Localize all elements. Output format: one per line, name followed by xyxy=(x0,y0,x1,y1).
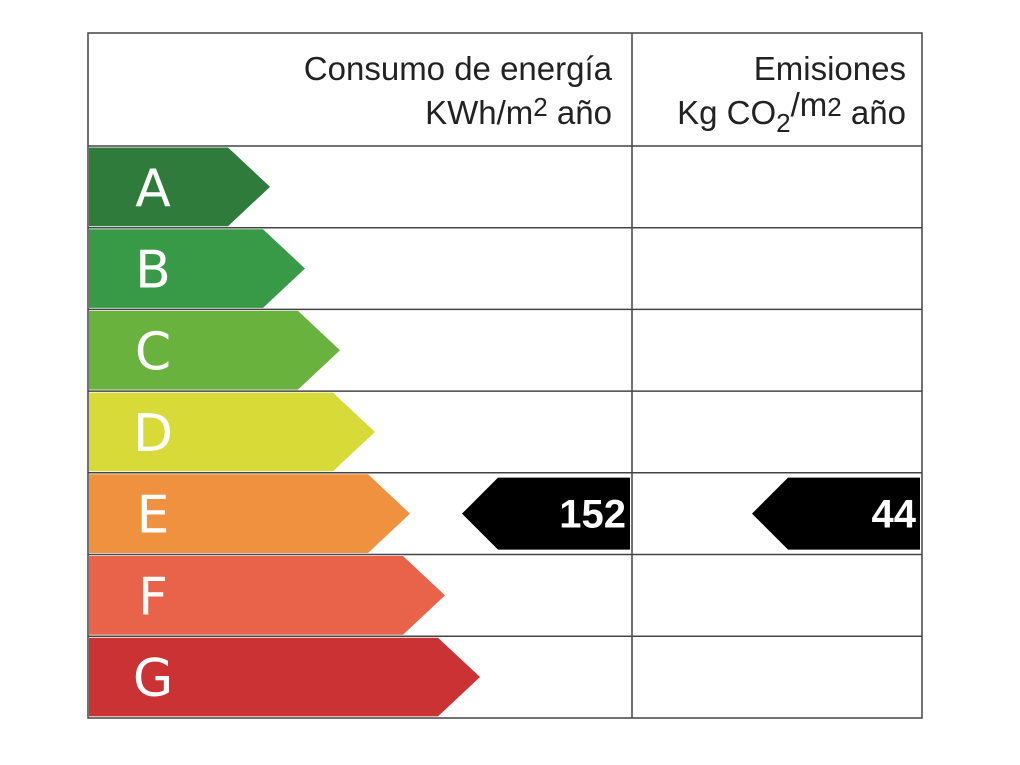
energy-unit: KWh/m2 año xyxy=(425,92,612,131)
indicator-arrow xyxy=(462,477,630,550)
unit-sup: 2 xyxy=(827,92,841,122)
table-border xyxy=(87,32,923,719)
emissions-unit: Kg CO2/m2 año xyxy=(677,86,906,138)
energy-value: 152 xyxy=(559,493,626,537)
rating-arrow xyxy=(89,310,340,390)
grid xyxy=(87,32,923,719)
rating-arrow xyxy=(89,229,305,308)
rating-letter: G xyxy=(133,649,173,709)
rating-letter: A xyxy=(135,159,171,219)
unit-part: Kg CO xyxy=(677,94,776,131)
unit-part: año xyxy=(842,94,906,131)
unit-sub: 2 xyxy=(776,108,790,138)
rating-letter: F xyxy=(138,567,168,627)
emissions-value: 44 xyxy=(872,493,917,537)
rating-arrow xyxy=(89,637,480,717)
unit-part: año xyxy=(548,94,612,131)
rating-letter: D xyxy=(133,404,173,464)
unit-sup: 2 xyxy=(533,92,547,122)
rating-letter: C xyxy=(135,322,171,382)
rating-arrow xyxy=(89,556,445,635)
rating-arrow xyxy=(89,147,270,227)
rating-letter: E xyxy=(137,486,170,546)
rating-arrow xyxy=(89,474,410,553)
rating-letter: B xyxy=(135,241,171,301)
rating-arrow xyxy=(89,392,375,472)
emissions-title: Emisiones xyxy=(754,50,906,87)
unit-part: KWh/m xyxy=(425,94,533,131)
indicator-arrow xyxy=(752,477,920,550)
energy-title: Consumo de energía xyxy=(304,50,613,87)
header: Consumo de energía KWh/m2 año Emisiones … xyxy=(304,50,906,138)
unit-part: /m xyxy=(791,86,828,123)
